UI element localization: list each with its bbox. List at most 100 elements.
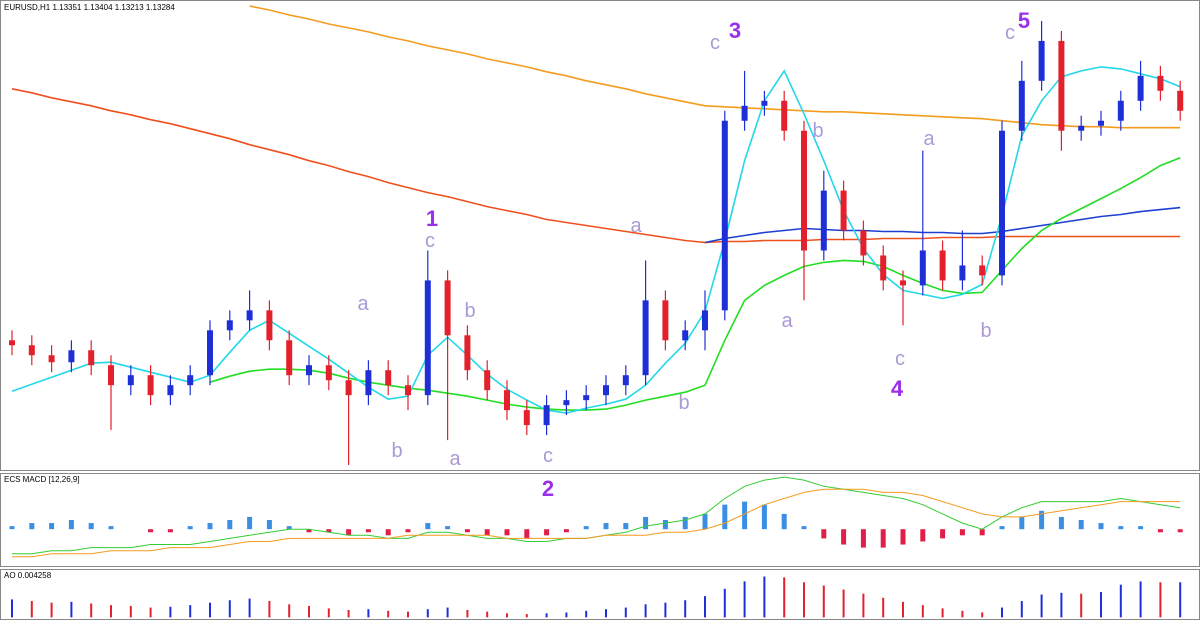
candle-body — [721, 120, 728, 311]
ao-bar — [387, 610, 390, 618]
ao-bar — [822, 585, 825, 618]
subwave-label: c — [895, 348, 905, 370]
candle-body — [919, 250, 926, 286]
candle-body — [1058, 40, 1065, 131]
ao-bar — [921, 605, 924, 618]
ao-bar — [1119, 584, 1122, 618]
macd-bar — [108, 526, 114, 530]
ao-bar — [189, 605, 192, 618]
macd-bar — [583, 526, 589, 530]
subwave-label: a — [781, 310, 793, 332]
wave-label: 4 — [891, 376, 904, 401]
candle-body — [999, 130, 1005, 276]
candle-body — [603, 385, 609, 396]
macd-bar — [821, 529, 827, 539]
ao-bar — [169, 606, 172, 618]
candle-body — [543, 405, 550, 426]
candle-body — [108, 365, 114, 386]
macd-bar — [940, 529, 946, 539]
candle-body — [286, 340, 293, 376]
macd-bar — [623, 523, 629, 530]
ao-bar — [50, 602, 53, 618]
candle-body — [1018, 80, 1025, 131]
macd-bar — [1177, 529, 1183, 533]
ao-bar — [941, 608, 944, 618]
ao-bar — [763, 576, 766, 618]
indicator-line — [209, 156, 1181, 411]
macd-bar — [9, 526, 15, 530]
macd-bar — [761, 504, 767, 530]
ao-bar — [704, 596, 706, 618]
ao-bar — [783, 577, 786, 618]
ao-bar — [248, 598, 251, 618]
ao-bar — [1100, 592, 1102, 618]
candle-body — [662, 300, 669, 341]
macd-bar — [346, 529, 352, 536]
candle-body — [187, 375, 194, 386]
macd-bar — [266, 520, 272, 530]
ao-bar — [862, 593, 865, 618]
macd-bar — [1039, 510, 1045, 530]
subwave-label: b — [391, 440, 402, 462]
candle-body — [246, 310, 253, 321]
main-panel — [0, 0, 1200, 471]
ao-bar — [1040, 594, 1043, 618]
ao-bar — [525, 614, 528, 618]
macd-bar — [148, 529, 154, 533]
candle-body — [702, 310, 708, 331]
candle-body — [563, 400, 570, 406]
candle-body — [939, 250, 946, 281]
subwave-label: b — [980, 320, 991, 342]
candle-body — [979, 265, 986, 276]
ao-bar — [110, 605, 112, 618]
macd-bar — [504, 529, 510, 536]
candle-body — [306, 365, 312, 376]
macd-bar — [643, 516, 649, 530]
candle-body — [622, 375, 629, 386]
subwave-label: b — [812, 120, 823, 142]
candle-body — [424, 280, 431, 396]
indicator-line — [12, 488, 1181, 558]
candle-body — [840, 190, 847, 231]
candle-body — [1137, 75, 1144, 101]
ao-bar — [545, 613, 548, 618]
ao-bar — [882, 597, 885, 618]
ao-bar — [1139, 581, 1142, 618]
ao-bar — [288, 604, 291, 618]
macd-bar — [68, 520, 74, 530]
macd-bar — [247, 516, 253, 530]
subwave-label: c — [425, 230, 435, 252]
macd-title: ECS MACD [12,26,9] — [4, 475, 80, 484]
macd-bar — [445, 526, 451, 530]
subwave-label: b — [464, 300, 475, 322]
macd-bar — [860, 529, 866, 548]
candle-body — [682, 330, 689, 341]
ao-bar — [70, 601, 73, 618]
ao-bar — [723, 588, 726, 618]
candle-body — [860, 230, 867, 256]
ao-bar — [506, 613, 508, 618]
macd-bar — [365, 529, 371, 533]
subwave-label: c — [1005, 22, 1015, 44]
candle-body — [801, 130, 807, 251]
indicator-line — [704, 206, 1181, 244]
macd-bar — [959, 529, 965, 536]
ao-bar — [1159, 582, 1162, 618]
ao-bar — [327, 608, 330, 618]
macd-bar — [999, 526, 1005, 530]
ao-bar — [446, 607, 449, 618]
macd-bar — [306, 529, 312, 533]
ao-bar — [90, 603, 93, 618]
ao-panel — [0, 569, 1200, 620]
subwave-label: b — [678, 392, 689, 414]
ao-bar — [585, 610, 588, 618]
ao-bar — [565, 612, 568, 618]
macd-bar — [603, 523, 609, 530]
ao-bar — [149, 607, 152, 618]
candle-body — [464, 335, 471, 371]
ao-bar — [803, 582, 805, 618]
macd-bar — [187, 526, 193, 530]
macd-bar — [227, 520, 233, 530]
